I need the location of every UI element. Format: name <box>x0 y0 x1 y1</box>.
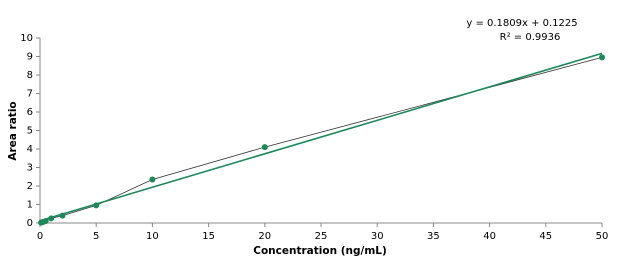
y-axis-title: Area ratio <box>7 101 19 160</box>
equation: y = 0.1809x + 0.1225 <box>466 18 577 29</box>
trendline <box>39 52 603 222</box>
x-tick-label: 45 <box>539 231 552 242</box>
x-tick-label: 5 <box>93 231 99 242</box>
x-axis-title: Concentration (ng/mL) <box>253 245 387 257</box>
data-point <box>599 54 605 61</box>
x-tick-label: 25 <box>315 231 328 242</box>
x-tick-label: 15 <box>202 231 215 242</box>
data-point <box>42 218 49 225</box>
y-tick-label: 6 <box>27 107 33 118</box>
data-point <box>261 144 268 151</box>
x-tick-label: 40 <box>483 231 496 242</box>
x-tick-label: 50 <box>596 231 609 242</box>
y-tick-label: 4 <box>27 144 33 155</box>
y-tick-label: 0 <box>27 218 33 229</box>
y-tick-label: 3 <box>27 163 33 174</box>
y-tick-label: 2 <box>27 181 33 192</box>
y-tick-label: 10 <box>20 33 33 44</box>
y-tick-label: 1 <box>27 200 33 211</box>
y-tick-label: 7 <box>27 89 33 100</box>
data-line <box>40 57 603 224</box>
x-tick-label: 20 <box>258 231 271 242</box>
x-tick-label: 35 <box>427 231 440 242</box>
x-tick-label: 30 <box>371 231 384 242</box>
y-tick-label: 9 <box>27 52 33 63</box>
data-point <box>48 215 55 222</box>
data-point <box>59 212 66 219</box>
x-tick-label: 10 <box>146 231 159 242</box>
data-point <box>93 202 100 209</box>
data-point <box>149 176 156 183</box>
x-tick-label: 0 <box>37 231 43 242</box>
y-tick-label: 5 <box>27 126 33 137</box>
y-tick-label: 8 <box>27 70 33 81</box>
r-squared: R² = 0.9936 <box>500 32 561 43</box>
